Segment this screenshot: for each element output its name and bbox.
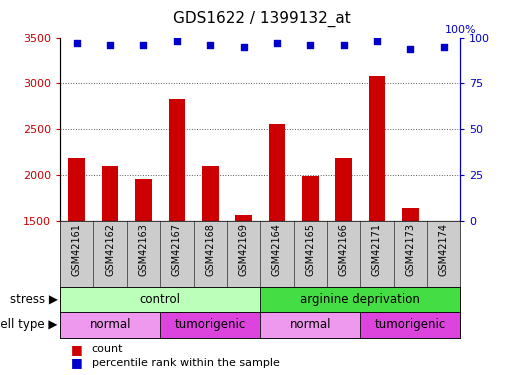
Point [406,45,414,51]
Bar [102,166,119,221]
Bar [260,286,460,312]
Bar [402,208,418,221]
Text: control: control [140,293,180,306]
Text: GSM42166: GSM42166 [338,223,348,276]
Point [306,42,314,48]
Bar [335,158,352,221]
Text: GSM42163: GSM42163 [139,223,149,276]
Point [240,44,248,50]
Text: ■: ■ [71,343,82,356]
Text: tumorigenic: tumorigenic [374,318,446,331]
Point [339,42,348,48]
Bar [369,76,385,221]
Text: GSM42168: GSM42168 [205,223,215,276]
Text: normal: normal [289,318,331,331]
Text: GSM42162: GSM42162 [105,223,115,276]
Text: GSM42165: GSM42165 [305,223,315,276]
Bar [268,124,285,221]
Point [139,42,147,48]
Text: GDS1622 / 1399132_at: GDS1622 / 1399132_at [173,11,350,27]
Text: GSM42164: GSM42164 [272,223,282,276]
Text: 100%: 100% [445,25,476,35]
Bar [168,99,185,221]
Point [206,42,214,48]
Text: count: count [92,344,123,354]
Text: cell type ▶: cell type ▶ [0,318,58,331]
Bar [260,312,360,338]
Bar [302,176,319,221]
Point [106,42,115,48]
Bar [60,286,260,312]
Point [73,40,81,46]
Bar [135,179,152,221]
Point [439,44,448,50]
Point [373,38,381,44]
Text: normal: normal [89,318,131,331]
Text: arginine deprivation: arginine deprivation [300,293,420,306]
Bar [69,158,85,221]
Text: GSM42167: GSM42167 [172,223,182,276]
Text: GSM42174: GSM42174 [439,223,449,276]
Text: GSM42169: GSM42169 [238,223,248,276]
Point [272,40,281,46]
Text: ■: ■ [71,356,82,369]
Bar [160,312,260,338]
Bar [360,312,460,338]
Bar [235,215,252,221]
Text: GSM42171: GSM42171 [372,223,382,276]
Bar [60,312,160,338]
Bar [202,166,219,221]
Text: percentile rank within the sample: percentile rank within the sample [92,358,279,368]
Text: tumorigenic: tumorigenic [175,318,246,331]
Text: GSM42161: GSM42161 [72,223,82,276]
Point [173,38,181,44]
Text: stress ▶: stress ▶ [9,293,58,306]
Text: GSM42173: GSM42173 [405,223,415,276]
